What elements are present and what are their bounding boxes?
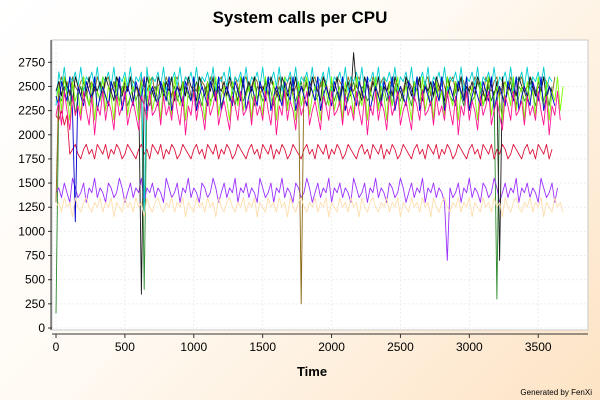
- series-line-9: [55, 90, 561, 136]
- x-tick-label: 3000: [456, 340, 483, 354]
- x-axis-title: Time: [297, 364, 327, 379]
- x-tick-label: 0: [53, 340, 60, 354]
- y-tick-label: 2250: [18, 104, 45, 118]
- footer-credit: Generated by FenXi: [520, 388, 592, 397]
- x-tick-label: 2500: [387, 340, 414, 354]
- y-tick-label: 2000: [18, 128, 45, 142]
- y-tick-label: 500: [25, 273, 45, 287]
- y-tick-label: 1000: [18, 224, 45, 238]
- series-line-8: [55, 76, 556, 223]
- series-line-5: [55, 66, 553, 213]
- series-lines: [55, 52, 564, 314]
- y-tick-label: 1500: [18, 176, 45, 190]
- y-tick-label: 2750: [18, 55, 45, 69]
- chart-title: System calls per CPU: [212, 8, 388, 27]
- y-tick-label: 1750: [18, 152, 45, 166]
- y-tick-label: 1250: [18, 200, 45, 214]
- series-line-3: [55, 110, 553, 160]
- x-tick-label: 3500: [525, 340, 552, 354]
- x-tick-label: 500: [115, 340, 135, 354]
- series-line-10: [55, 197, 564, 218]
- series-line-7: [55, 76, 564, 121]
- y-tick-label: 0: [38, 321, 45, 335]
- axes: 0 250 500 750 1000 1250 1500 1750 2000 2250 2500 27…: [18, 40, 588, 354]
- x-tick-label: 1500: [249, 340, 276, 354]
- x-tick-label: 2000: [318, 340, 345, 354]
- x-tick-label: 1000: [180, 340, 207, 354]
- y-tick-label: 250: [25, 297, 45, 311]
- y-tick-label: 2500: [18, 79, 45, 93]
- y-tick-label: 750: [25, 249, 45, 263]
